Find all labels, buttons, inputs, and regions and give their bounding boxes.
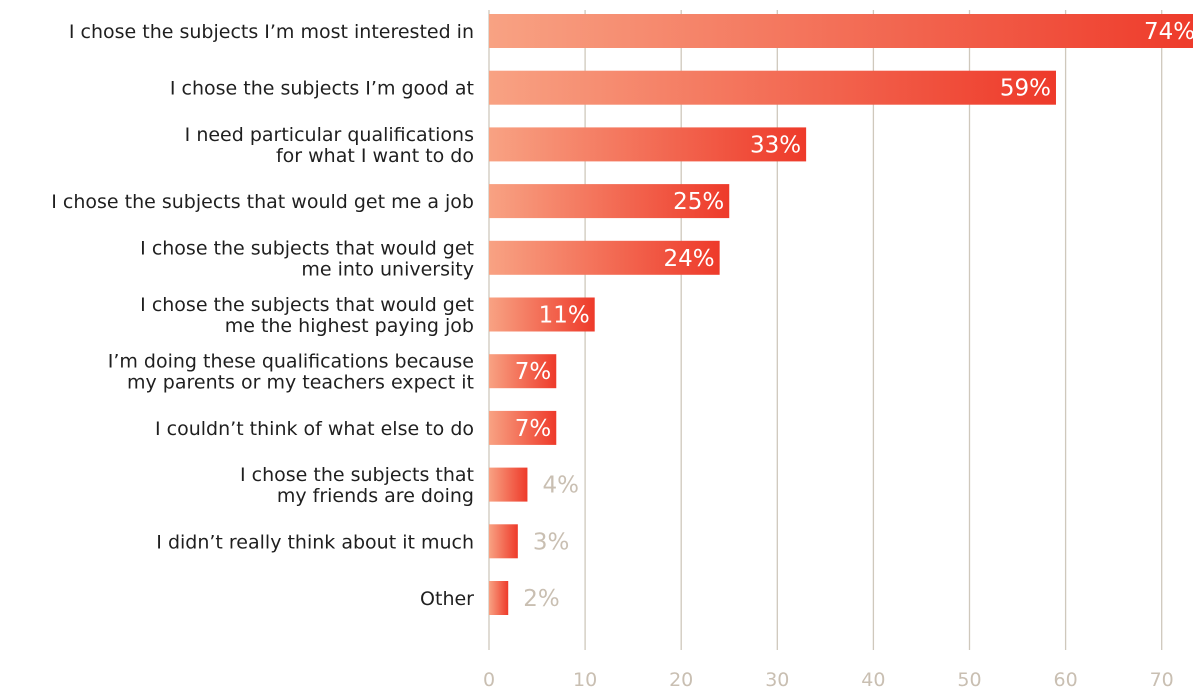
bar xyxy=(489,297,595,332)
bar xyxy=(489,70,1056,105)
x-axis-ticks: 0 10 20 30 40 50 60 70 xyxy=(483,669,1174,690)
data-label: 59% xyxy=(1000,76,1051,102)
category-label: I couldn’t think of what else to do xyxy=(155,418,474,440)
data-label: 11% xyxy=(539,303,590,329)
x-tick-label: 50 xyxy=(957,669,981,690)
x-tick-label: 0 xyxy=(483,669,495,690)
category-label: I chose the subjects that my friends are … xyxy=(240,464,474,507)
x-tick-label: 70 xyxy=(1150,669,1174,690)
x-tick-label: 20 xyxy=(669,669,693,690)
bar xyxy=(489,14,1193,48)
bar xyxy=(489,127,807,162)
x-tick-label: 40 xyxy=(861,669,885,690)
data-label: 2% xyxy=(523,586,560,612)
category-label: I chose the subjects I’m good at xyxy=(170,78,474,100)
data-label: 3% xyxy=(533,529,570,555)
category-label: I chose the subjects that would get me th… xyxy=(140,294,474,337)
bar xyxy=(489,524,518,559)
x-tick-label: 30 xyxy=(765,669,789,690)
data-label: 24% xyxy=(664,246,715,272)
bar xyxy=(489,581,509,615)
category-label: I chose the subjects that would get me in… xyxy=(140,237,474,280)
x-tick-label: 10 xyxy=(573,669,597,690)
bar xyxy=(489,184,730,219)
gridlines xyxy=(488,10,1163,650)
bar xyxy=(489,410,557,445)
category-label: I didn’t really think about it much xyxy=(156,531,474,553)
data-label: 25% xyxy=(673,189,724,215)
data-label: 33% xyxy=(750,132,801,158)
data-label: 7% xyxy=(515,416,552,442)
data-label: 4% xyxy=(542,473,579,499)
data-label: 7% xyxy=(515,359,552,385)
category-label: I chose the subjects that would get me a… xyxy=(51,191,474,213)
x-tick-label: 60 xyxy=(1054,669,1078,690)
category-label: I’m doing these qualifications because my… xyxy=(108,351,474,394)
category-label: I need particular qualifications for what… xyxy=(185,124,474,167)
data-label: 74% xyxy=(1144,19,1193,45)
bars xyxy=(489,14,1193,615)
category-label: Other xyxy=(420,588,474,610)
bar xyxy=(489,240,720,275)
bar xyxy=(489,354,557,389)
category-labels: I chose the subjects I’m most interested… xyxy=(51,21,474,610)
category-label: I chose the subjects I’m most interested… xyxy=(69,21,474,43)
value-labels: 74% 59% 33% 25% 24% 11% 7% 7% 4% 3% 2% xyxy=(515,19,1193,612)
bar xyxy=(489,467,528,502)
